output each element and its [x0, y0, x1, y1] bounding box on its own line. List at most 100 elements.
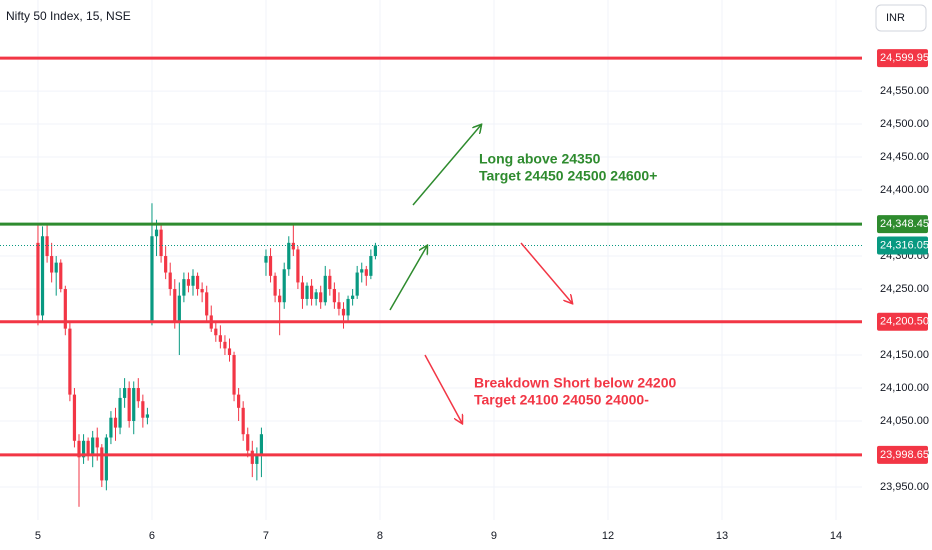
- y-tick-label: 24,250.00: [880, 283, 929, 295]
- last-price-label: 24,316.05: [880, 239, 929, 251]
- candle-body: [195, 275, 200, 290]
- y-tick-label: 24,550.00: [880, 85, 929, 97]
- candle-body: [309, 285, 314, 299]
- y-tick-label: 24,050.00: [880, 415, 929, 427]
- candle-body: [59, 262, 63, 290]
- annotation: Long above 24350: [479, 151, 601, 167]
- candle-body: [323, 275, 327, 303]
- y-tick-label: 24,400.00: [880, 184, 929, 196]
- candle-body: [282, 269, 286, 303]
- currency-button[interactable]: [875, 4, 927, 32]
- candle-body: [50, 256, 54, 273]
- candle-body: [300, 282, 305, 299]
- level-tag: [877, 215, 928, 234]
- candle-body: [164, 256, 168, 273]
- level-tag: [877, 49, 928, 68]
- y-tick-label: 24,100.00: [880, 382, 929, 394]
- candle-body: [218, 335, 222, 342]
- candle-body: [136, 388, 140, 402]
- candle-body: [314, 292, 318, 299]
- candle-body: [191, 275, 195, 286]
- annotation: Breakdown Short below 24200: [474, 375, 676, 391]
- level-label: 24,599.95: [880, 52, 929, 64]
- candle-body: [351, 295, 355, 299]
- x-tick-label: 7: [263, 530, 269, 542]
- arrow: [520, 242, 572, 303]
- level-label: 24,200.50: [880, 316, 929, 328]
- candle-body: [328, 275, 332, 290]
- candle-body: [145, 414, 150, 418]
- candle-body: [168, 272, 172, 290]
- x-tick-label: 13: [716, 530, 728, 542]
- last-price-tag: [877, 236, 928, 255]
- candle-body: [123, 388, 127, 398]
- candle-body: [68, 328, 72, 395]
- candle-body: [373, 245, 378, 257]
- candle-body: [132, 388, 136, 422]
- candle-body: [118, 397, 122, 428]
- candle-body: [232, 355, 236, 395]
- candle-body: [250, 450, 254, 464]
- candle-body: [268, 256, 273, 276]
- y-tick-label: 23,950.00: [880, 481, 929, 493]
- y-tick-label: 24,150.00: [880, 349, 929, 361]
- x-tick-label: 14: [830, 530, 842, 542]
- candle-body: [355, 272, 359, 296]
- arrow: [389, 246, 427, 311]
- candle-body: [77, 440, 81, 458]
- level-tag: [877, 445, 928, 464]
- level-label: 23,998.65: [880, 449, 929, 461]
- candle-body: [177, 295, 181, 323]
- candle-body: [287, 242, 291, 270]
- candle-body: [100, 447, 104, 481]
- candle-body: [278, 295, 282, 303]
- candle-body: [296, 249, 300, 283]
- candle-body: [91, 437, 95, 455]
- candle-body: [173, 289, 177, 323]
- candle-body: [273, 275, 277, 296]
- candle-body: [360, 269, 364, 273]
- levels: 24,316.05 24,599.95 24,348.45 24,200.50 23,9…: [0, 49, 929, 464]
- candle-body: [95, 437, 99, 448]
- candle-body: [81, 440, 86, 458]
- candle-body: [186, 279, 191, 286]
- annotation: Target 24100 24050 24000-: [474, 392, 649, 408]
- candles: [36, 203, 378, 507]
- candle-body: [305, 285, 309, 299]
- candle-body: [205, 292, 209, 316]
- candle-body: [337, 302, 341, 309]
- candle-body: [259, 434, 264, 455]
- candle-body: [332, 289, 336, 303]
- level-tag: [877, 312, 928, 331]
- currency: INR: [886, 12, 905, 24]
- candle-body: [241, 407, 245, 435]
- candle-body: [264, 256, 268, 263]
- candle-body: [364, 269, 368, 276]
- candle-body: [223, 341, 227, 349]
- candle-body: [159, 229, 163, 257]
- x-tick-label: 5: [35, 530, 41, 542]
- level-label: 24,348.45: [880, 218, 929, 230]
- candle-body: [200, 289, 204, 293]
- candle-body: [291, 242, 295, 250]
- candle-body: [141, 401, 145, 418]
- candle-body: [182, 279, 186, 296]
- candle-body: [127, 388, 131, 422]
- annotation: Target 24450 24500 24600+: [479, 168, 657, 184]
- candle-body: [36, 242, 40, 316]
- candle-body: [246, 434, 250, 451]
- y-tick-label: 24,450.00: [880, 151, 929, 163]
- candle-body: [54, 262, 58, 273]
- candle-body: [113, 417, 118, 428]
- x-tick-label: 12: [602, 530, 614, 542]
- candle-body: [227, 348, 232, 356]
- candle-body: [150, 236, 154, 323]
- candle-body: [63, 289, 67, 329]
- candle-body: [237, 394, 241, 408]
- candle-body: [369, 256, 373, 276]
- candle-body: [346, 298, 350, 316]
- candle-body: [255, 454, 259, 464]
- candle-body: [40, 236, 45, 316]
